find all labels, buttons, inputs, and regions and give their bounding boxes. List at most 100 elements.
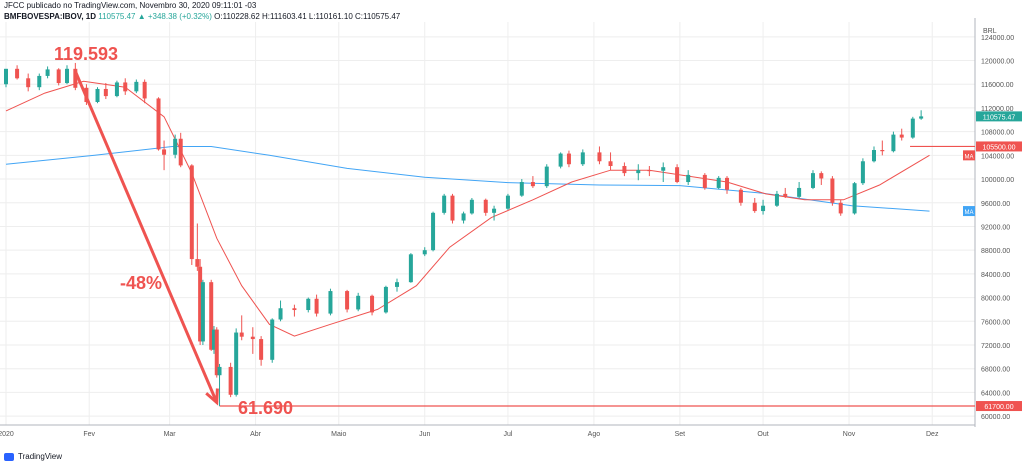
candle-body bbox=[292, 308, 297, 311]
candle-body bbox=[250, 336, 255, 340]
price-badge-label: 61700.00 bbox=[984, 404, 1013, 411]
decline-arrow-head bbox=[205, 388, 219, 406]
y-tick-label: 60000.00 bbox=[981, 414, 1010, 421]
candle-body bbox=[899, 134, 904, 138]
candle-body bbox=[123, 82, 128, 92]
candle-body bbox=[852, 183, 857, 214]
candle-body bbox=[725, 177, 730, 190]
candle-body bbox=[95, 88, 100, 103]
candle-body bbox=[761, 205, 766, 212]
candle-body bbox=[919, 116, 924, 119]
candle-body bbox=[608, 161, 613, 167]
candle-body bbox=[217, 366, 222, 376]
candle-body bbox=[910, 118, 915, 138]
candle-body bbox=[56, 69, 61, 84]
publish-line: JFCC publicado no TradingView.com, Novem… bbox=[4, 1, 257, 10]
candle-body bbox=[880, 150, 885, 152]
candle-body bbox=[195, 259, 200, 267]
x-tick-label: Abr bbox=[250, 431, 262, 438]
candle-body bbox=[431, 212, 436, 251]
candle-body bbox=[716, 177, 721, 188]
x-tick-label: Mar bbox=[164, 431, 177, 438]
candle-body bbox=[198, 266, 203, 342]
y-tick-label: 92000.00 bbox=[981, 224, 1010, 231]
y-tick-label: 64000.00 bbox=[981, 390, 1010, 397]
y-tick-label: 124000.00 bbox=[981, 35, 1014, 42]
ohlc-values: O:110228.62 H:111603.41 L:110161.10 C:11… bbox=[214, 12, 401, 21]
y-tick-label: 120000.00 bbox=[981, 59, 1014, 66]
x-tick-label: 2020 bbox=[0, 431, 14, 438]
candle-body bbox=[189, 165, 194, 260]
candle-body bbox=[686, 174, 691, 183]
y-tick-label: 84000.00 bbox=[981, 272, 1010, 279]
candle-body bbox=[461, 213, 466, 221]
x-tick-label: Jun bbox=[419, 431, 430, 438]
candle-body bbox=[738, 189, 743, 203]
symbol-label[interactable]: BMFBOVESPA:IBOV, 1D bbox=[4, 12, 97, 21]
candle-body bbox=[15, 68, 20, 79]
ma-badge bbox=[963, 206, 975, 217]
brand-label: TradingView bbox=[18, 452, 63, 461]
candle-body bbox=[173, 138, 178, 155]
tradingview-logo-icon bbox=[4, 452, 14, 461]
y-tick-label: 76000.00 bbox=[981, 319, 1010, 326]
candle-body bbox=[178, 138, 183, 166]
y-tick-label: 104000.00 bbox=[981, 153, 1014, 160]
candle-body bbox=[838, 202, 843, 214]
candle-body bbox=[395, 282, 400, 287]
ma-badge bbox=[963, 150, 975, 161]
candle-body bbox=[259, 339, 264, 360]
y-tick-label: 68000.00 bbox=[981, 367, 1010, 374]
price-badge-label: 105500.00 bbox=[982, 144, 1015, 151]
candle-body bbox=[530, 182, 535, 187]
candle-body bbox=[505, 195, 510, 209]
x-tick-label: Nov bbox=[843, 431, 856, 438]
candle-body bbox=[65, 68, 70, 84]
candle-body bbox=[209, 282, 214, 350]
footer: TradingView bbox=[4, 452, 62, 461]
y-tick-label: 80000.00 bbox=[981, 296, 1010, 303]
last-price: 110575.47 bbox=[98, 12, 136, 21]
candle-body bbox=[647, 170, 652, 172]
candle-body bbox=[228, 366, 233, 395]
candle-body bbox=[891, 134, 896, 152]
y-tick-label: 108000.00 bbox=[981, 130, 1014, 137]
candle-body bbox=[278, 308, 283, 320]
candle-body bbox=[492, 208, 497, 213]
symbol-line: BMFBOVESPA:IBOV, 1D 110575.47 ▲ +348.38 … bbox=[4, 11, 400, 22]
chart-header: JFCC publicado no TradingView.com, Novem… bbox=[4, 0, 400, 22]
candle-body bbox=[345, 291, 350, 310]
candle-body bbox=[830, 178, 835, 203]
currency-label: BRL bbox=[983, 28, 997, 35]
x-tick-label: Fev bbox=[83, 431, 95, 438]
high-annotation-label: 119.593 bbox=[54, 44, 118, 64]
candle-body bbox=[314, 298, 319, 314]
candle-body bbox=[214, 329, 219, 376]
candle-body bbox=[45, 69, 50, 76]
candle-body bbox=[860, 161, 865, 184]
candle-body bbox=[810, 173, 815, 188]
candle-body bbox=[270, 319, 275, 360]
x-tick-label: Maio bbox=[331, 431, 346, 438]
candle-body bbox=[200, 282, 205, 342]
candle-body bbox=[702, 174, 707, 188]
percent-annotation-label: -48% bbox=[120, 273, 162, 293]
candle-body bbox=[239, 332, 244, 337]
ma-badge-label: MA bbox=[965, 154, 974, 160]
candle-body bbox=[519, 182, 524, 196]
candle-body bbox=[752, 202, 757, 212]
candle-body bbox=[469, 199, 474, 214]
candle-body bbox=[211, 329, 216, 350]
candle-body bbox=[234, 332, 239, 395]
candle-body bbox=[383, 286, 388, 313]
candle-body bbox=[544, 166, 549, 187]
candle-body bbox=[819, 173, 824, 179]
candle-body bbox=[580, 152, 585, 165]
candle-body bbox=[442, 195, 447, 213]
candle-body bbox=[871, 150, 876, 162]
x-tick-label: Dez bbox=[926, 431, 939, 438]
y-tick-label: 88000.00 bbox=[981, 248, 1010, 255]
moving-average-red bbox=[5, 80, 930, 337]
y-tick-label: 96000.00 bbox=[981, 201, 1010, 208]
